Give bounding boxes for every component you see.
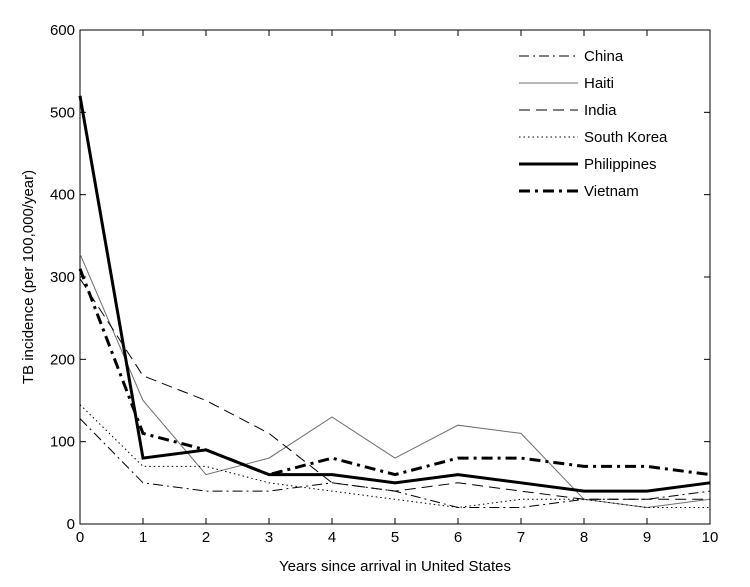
x-tick-label: 7 <box>517 529 525 546</box>
legend-label-vietnam: Vietnam <box>584 183 639 200</box>
x-tick-label: 2 <box>202 529 210 546</box>
legend: China Haiti India South Korea Philippines Vie… <box>509 42 698 210</box>
x-tick-label: 4 <box>328 529 336 546</box>
x-tick-label: 6 <box>454 529 462 546</box>
x-tick-label: 0 <box>76 529 84 546</box>
y-axis-label: TB incidence (per 100,000/year) <box>20 170 37 384</box>
series-lines <box>78 95 711 509</box>
legend-label-philippines: Philippines <box>584 156 657 173</box>
legend-label-south-korea: South Korea <box>584 129 668 146</box>
x-axis-label: Years since arrival in United States <box>279 558 511 575</box>
x-tick-label: 3 <box>265 529 273 546</box>
y-tick-label: 400 <box>50 187 75 204</box>
x-tick-label: 8 <box>580 529 588 546</box>
series-line-philippines <box>78 95 711 493</box>
series-line-india <box>79 278 710 500</box>
x-tick-label: 9 <box>643 529 651 546</box>
x-tick-label: 10 <box>702 529 719 546</box>
legend-label-haiti: Haiti <box>584 75 614 92</box>
series-line-vietnam <box>78 268 711 477</box>
y-tick-label: 200 <box>50 351 75 368</box>
legend-box <box>509 42 698 210</box>
y-tick-label: 500 <box>50 104 75 121</box>
y-tick-label: 100 <box>50 434 75 451</box>
x-tick-label: 1 <box>139 529 147 546</box>
y-tick-label: 0 <box>67 516 75 533</box>
y-tick-label: 600 <box>50 22 75 39</box>
legend-label-india: India <box>584 102 617 119</box>
y-tick-label: 300 <box>50 269 75 286</box>
series-line-south-korea <box>79 404 710 509</box>
x-tick-label: 5 <box>391 529 399 546</box>
legend-label-china: China <box>584 48 624 65</box>
